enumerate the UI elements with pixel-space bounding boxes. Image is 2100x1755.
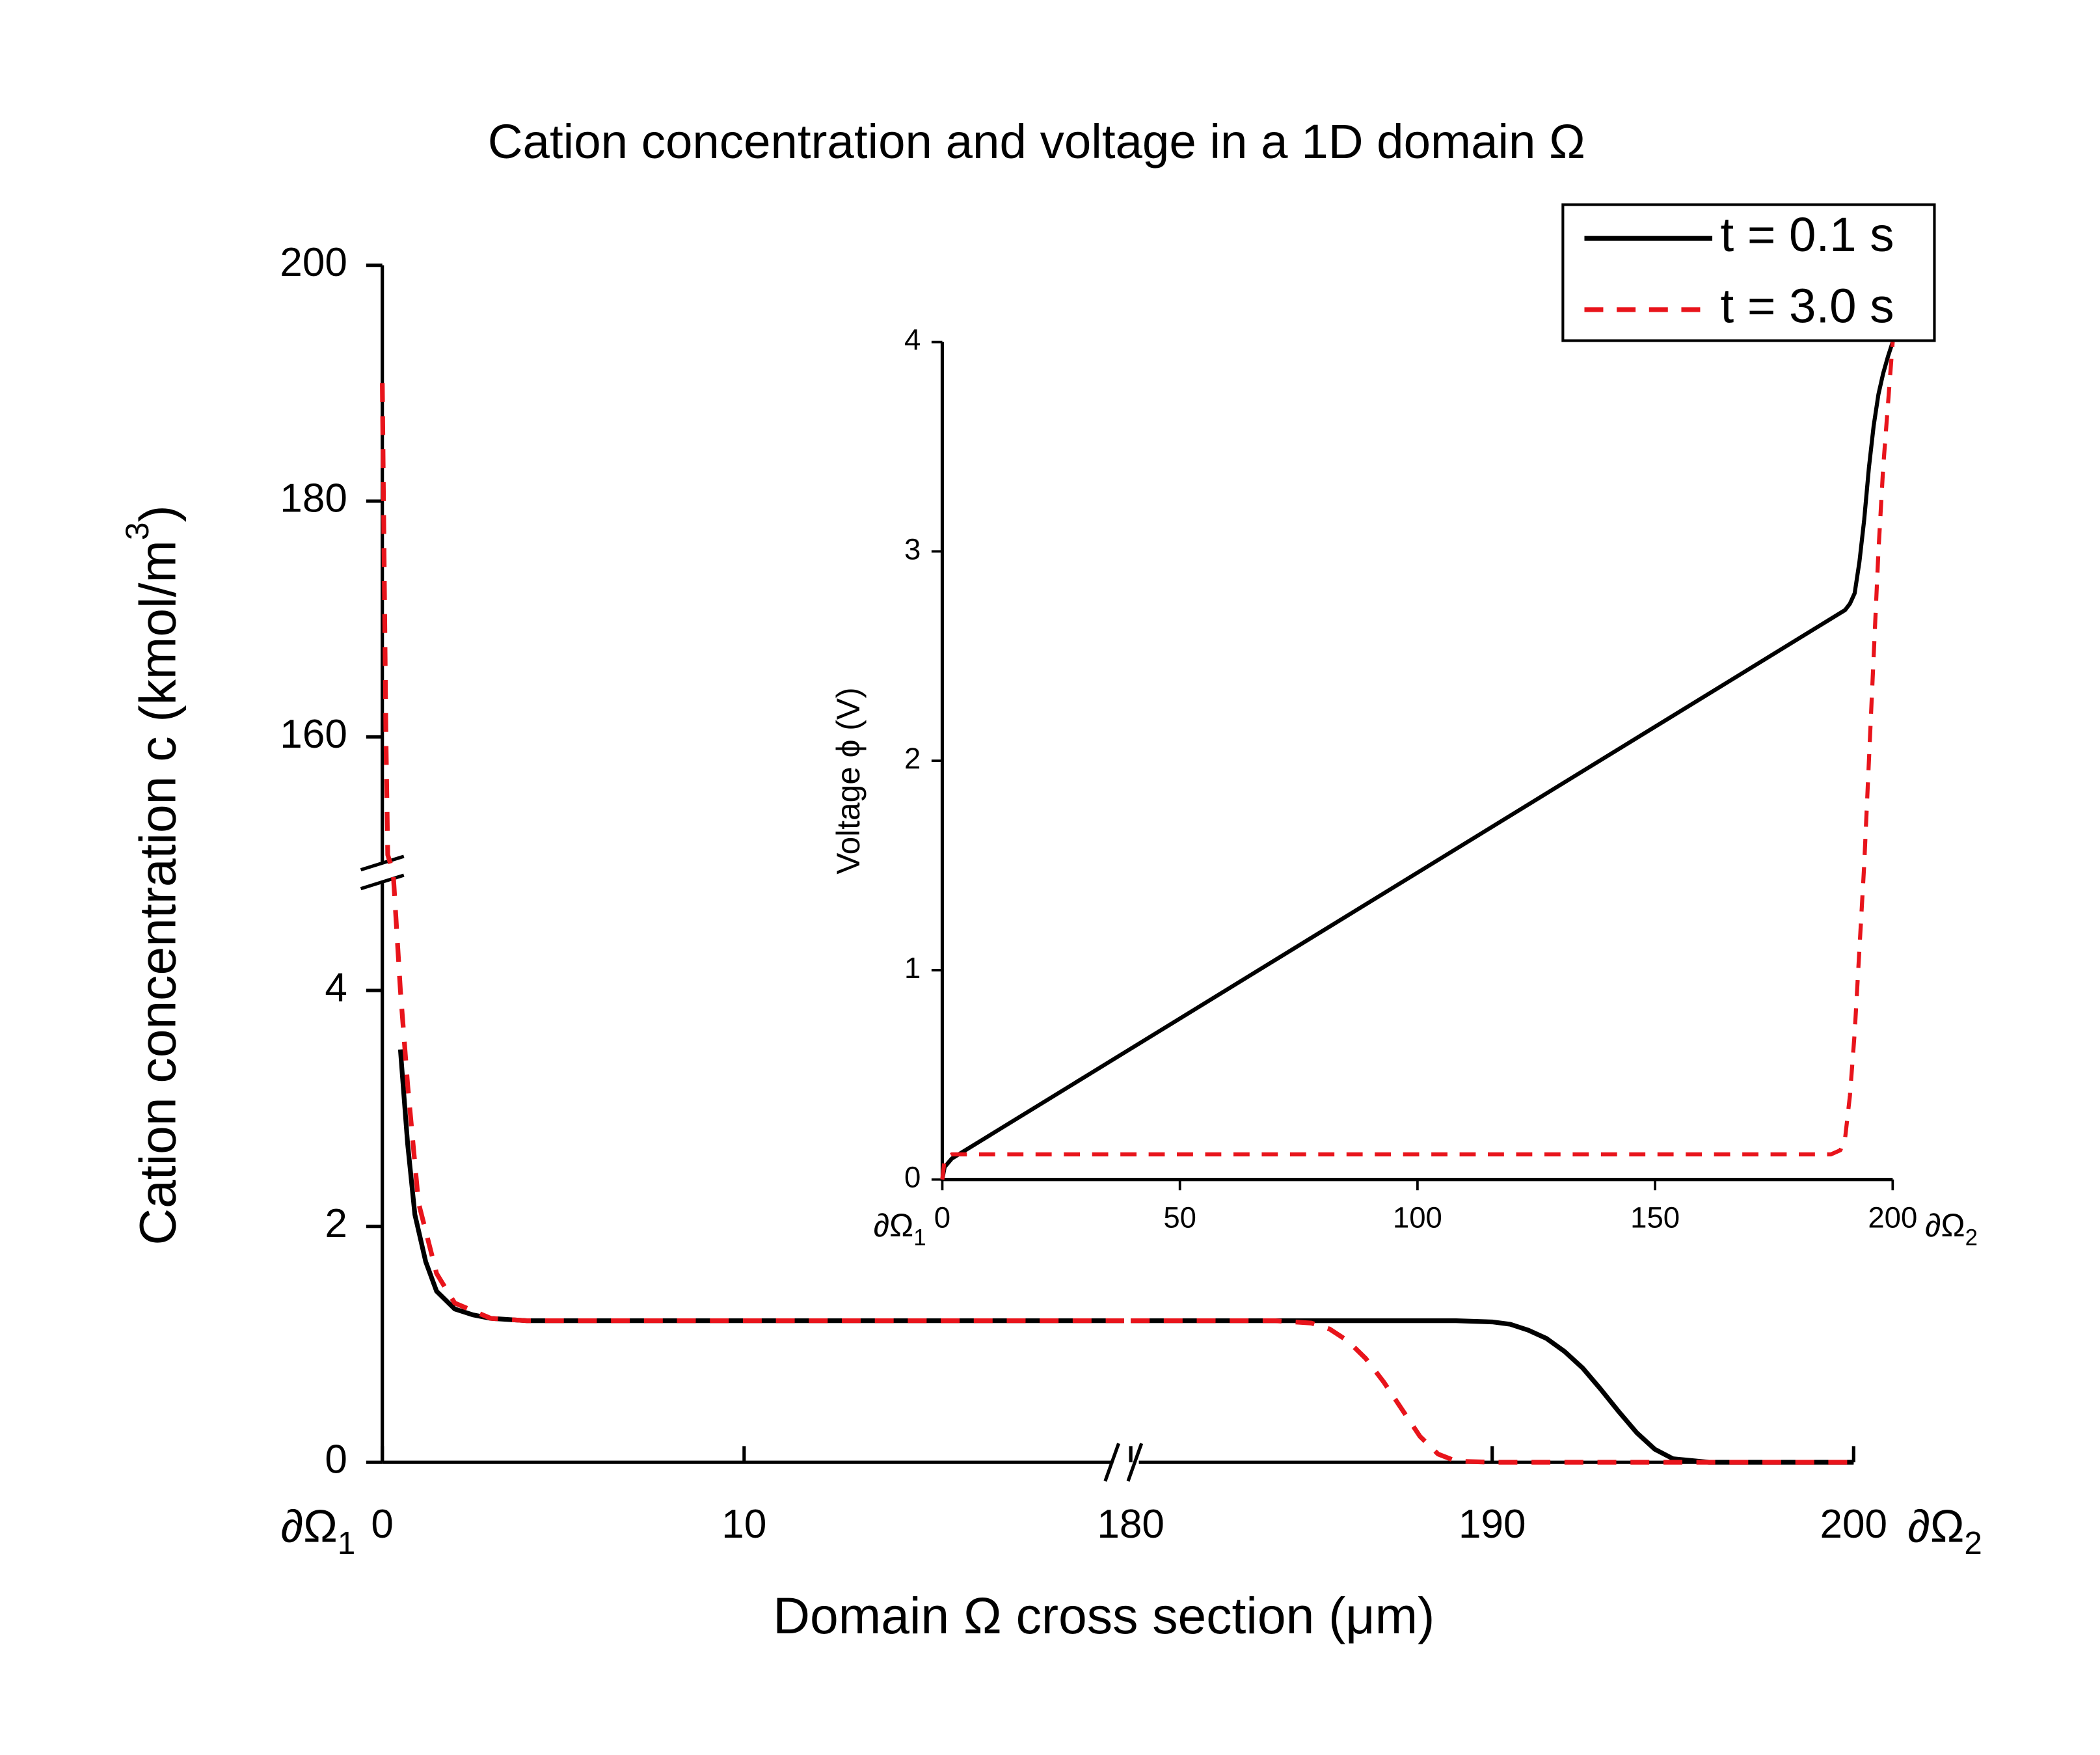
series-line [940,341,1895,1180]
y-tick-label: 160 [280,712,347,757]
boundary-label-text: ∂Ω [1907,1500,1964,1551]
x-tick-label: 10 [721,1502,766,1547]
boundary-label: ∂Ω2 [1907,1500,1982,1561]
y-tick-label: 2 [325,1201,347,1246]
boundary-label-text: ∂Ω [281,1500,338,1551]
boundary-label-sub: 1 [913,1226,926,1251]
y-axis-title: Cation concentration c (kmol/m3) [119,505,186,1245]
boundary-label-text: ∂Ω [874,1207,914,1244]
y-axis-title-sup: 3 [119,523,155,541]
inset-y-axis-title: Voltage ϕ (V) [830,687,867,874]
chart-title: Cation concentration and voltage in a 1D… [488,115,1585,169]
series-line [380,383,1854,1465]
boundary-label-sub: 2 [1965,1226,1978,1251]
boundary-label-text: ∂Ω [1925,1207,1965,1244]
inset-y-tick-label: 2 [904,742,921,775]
axis-break [360,854,405,891]
x-tick-label: 0 [371,1502,394,1547]
inset-x-tick-label: 100 [1393,1201,1442,1234]
x-tick-label: 200 [1820,1502,1888,1547]
y-tick-label: 4 [325,965,347,1010]
y-axis-title-part: ) [129,505,186,522]
y-axis-title-part: Cation concentration c (kmol/m [129,540,186,1245]
inset-x-tick-label: 200 [1868,1201,1917,1234]
axis-break [1103,1443,1144,1482]
inset-y-tick-label: 1 [904,951,921,985]
inset-y-tick-label: 4 [904,323,921,357]
x-tick-label: 180 [1097,1502,1164,1547]
boundary-label: ∂Ω1 [281,1500,356,1561]
inset-x-tick-label: 0 [934,1201,950,1234]
inset-y-tick-label: 0 [904,1161,921,1194]
boundary-label: ∂Ω1 [874,1207,926,1250]
inset-y-tick-label: 3 [904,532,921,565]
x-tick-label: 190 [1459,1502,1526,1547]
y-tick-label: 200 [280,240,347,285]
boundary-label: ∂Ω2 [1925,1207,1978,1250]
legend: t = 0.1 s t = 3.0 s [1561,203,1936,342]
legend-label: t = 3.0 s [1720,279,1894,333]
inset-x-tick-label: 150 [1630,1201,1680,1234]
x-axis-title: Domain Ω cross section (μm) [773,1587,1434,1644]
inset-x-tick-label: 50 [1163,1201,1196,1234]
y-tick-label: 0 [325,1437,347,1482]
legend-label: t = 0.1 s [1720,208,1894,262]
y-tick-label: 180 [280,476,347,521]
series-line [940,342,1895,1180]
boundary-label-sub: 1 [338,1525,355,1561]
boundary-label-sub: 2 [1964,1525,1982,1561]
legend-box [1561,203,1936,342]
